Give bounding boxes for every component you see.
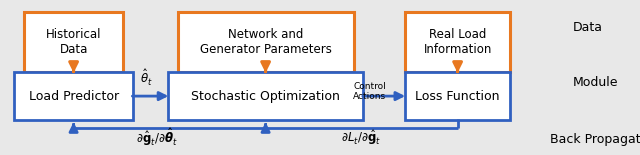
Text: Load Predictor: Load Predictor	[29, 90, 118, 103]
FancyBboxPatch shape	[24, 12, 123, 72]
Text: Control
Actions: Control Actions	[353, 82, 387, 101]
Text: Data: Data	[573, 21, 603, 34]
Text: Network and
Generator Parameters: Network and Generator Parameters	[200, 28, 332, 56]
Text: $\hat{\theta}_t$: $\hat{\theta}_t$	[140, 67, 152, 88]
Text: Stochastic Optimization: Stochastic Optimization	[191, 90, 340, 103]
Text: Historical
Data: Historical Data	[46, 28, 101, 56]
Text: Back Propagation: Back Propagation	[550, 133, 640, 146]
Text: Real Load
Information: Real Load Information	[424, 28, 492, 56]
FancyBboxPatch shape	[168, 72, 363, 120]
Text: $\partial\hat{\mathbf{g}}_t/\partial\hat{\boldsymbol{\theta}}_t$: $\partial\hat{\mathbf{g}}_t/\partial\hat…	[136, 126, 178, 148]
FancyBboxPatch shape	[15, 72, 133, 120]
FancyBboxPatch shape	[404, 12, 511, 72]
FancyBboxPatch shape	[404, 72, 511, 120]
Text: $\partial L_t/\partial\hat{\mathbf{g}}_t$: $\partial L_t/\partial\hat{\mathbf{g}}_t…	[342, 128, 381, 147]
Text: Loss Function: Loss Function	[415, 90, 500, 103]
FancyBboxPatch shape	[177, 12, 354, 72]
Text: Module: Module	[573, 76, 618, 89]
